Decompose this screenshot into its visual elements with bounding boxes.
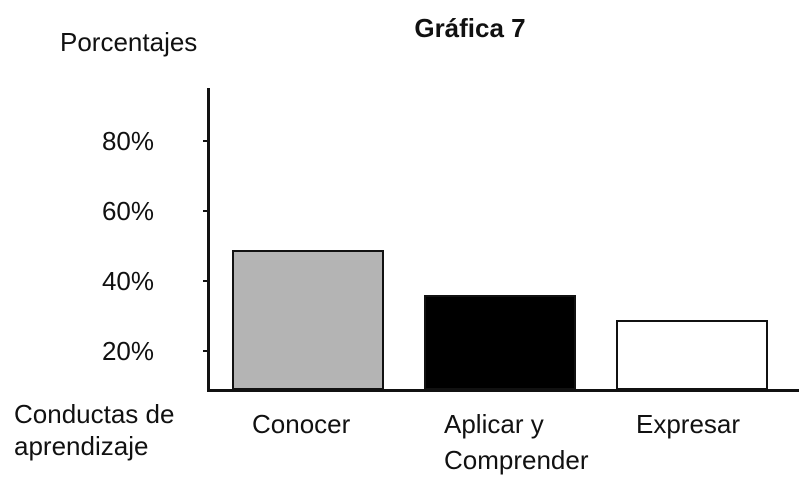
x-axis [207,389,799,392]
y-tick [203,280,210,283]
y-tick-label: 40% [101,266,154,297]
y-tick-label: 80% [101,125,154,156]
x-axis-title: Conductas de aprendizaje [14,399,175,461]
x-tick-label: Expresar [636,409,741,439]
y-axis-title: Porcentajes [60,27,198,57]
y-tick-label: 60% [101,195,154,226]
x-tick-label: Aplicar y Comprender [444,409,589,475]
y-tick [203,209,210,212]
y-axis [207,88,210,391]
y-tick [203,139,210,142]
y-tick-label: 20% [101,336,154,367]
y-tick [203,350,210,353]
bar [232,249,384,390]
chart-title: Gráfica 7 [414,13,526,43]
x-tick-label: Conocer [252,409,351,439]
bar [424,295,576,390]
bar [616,319,768,390]
